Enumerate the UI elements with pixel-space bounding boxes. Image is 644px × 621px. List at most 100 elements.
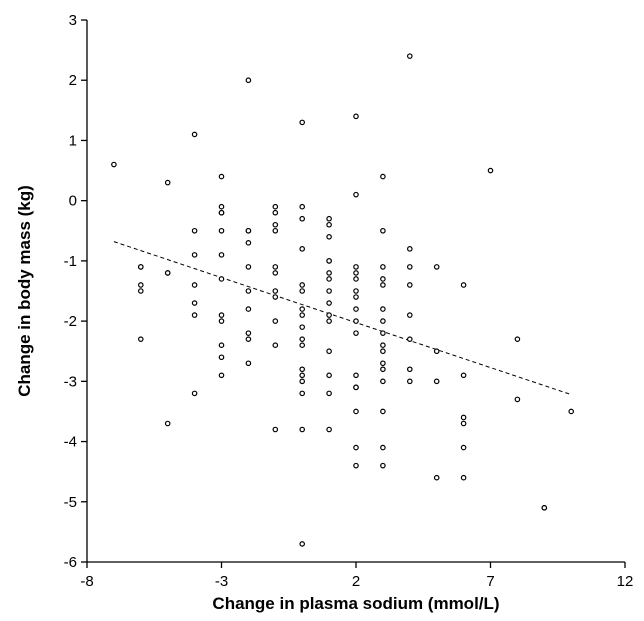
data-point <box>245 330 252 336</box>
data-point <box>272 203 279 210</box>
y-tick-label: -1 <box>64 253 77 270</box>
data-point <box>353 462 359 469</box>
data-point <box>406 312 413 318</box>
data-point <box>353 270 359 276</box>
data-point <box>353 288 359 294</box>
y-tick-label: -3 <box>64 373 77 390</box>
data-point <box>380 318 386 324</box>
y-axis-title: Change in body mass (kg) <box>15 185 34 397</box>
data-point <box>380 408 386 415</box>
data-point <box>272 294 279 300</box>
data-point <box>245 77 252 84</box>
data-point <box>406 264 413 270</box>
data-point <box>272 227 279 234</box>
tick-labels: -8 -3 2 7 12 3 2 1 0 -1 -2 -3 -4 -5 -6 <box>64 12 634 590</box>
data-point <box>406 53 413 59</box>
data-point <box>406 282 413 288</box>
data-point <box>299 372 306 379</box>
data-point <box>433 264 440 270</box>
data-points <box>111 53 575 547</box>
data-point <box>218 354 225 361</box>
data-point <box>191 131 198 138</box>
data-point <box>326 288 332 294</box>
data-point <box>218 203 225 210</box>
y-tick-label: -6 <box>64 554 77 571</box>
data-point <box>111 161 117 168</box>
data-point <box>191 252 198 258</box>
data-point <box>138 336 144 342</box>
data-point <box>299 119 306 126</box>
y-tick-label: -2 <box>64 313 77 330</box>
data-point <box>460 474 467 481</box>
data-point <box>245 227 252 234</box>
data-point <box>326 234 332 240</box>
data-point <box>353 294 359 300</box>
x-axis-title: Change in plasma sodium (mmol/L) <box>212 594 499 613</box>
data-point <box>218 173 225 180</box>
data-point <box>191 282 198 288</box>
data-point <box>380 342 386 349</box>
data-point <box>353 318 359 324</box>
data-point <box>272 221 279 228</box>
data-point <box>406 246 413 252</box>
data-point <box>299 366 306 373</box>
data-point <box>326 221 332 228</box>
data-point <box>245 288 252 294</box>
data-point <box>380 378 386 385</box>
data-point <box>299 426 306 433</box>
data-point <box>272 342 279 349</box>
data-point <box>218 372 225 379</box>
x-tick-label: -8 <box>80 573 93 590</box>
data-point <box>299 336 306 342</box>
data-point <box>353 113 359 120</box>
data-point <box>326 300 332 306</box>
data-point <box>353 444 359 451</box>
data-point <box>380 444 386 451</box>
data-point <box>299 288 306 294</box>
data-point <box>272 209 279 216</box>
data-point <box>514 336 521 342</box>
data-point <box>460 420 467 427</box>
ticks <box>81 19 626 568</box>
data-point <box>353 330 359 336</box>
data-point <box>299 246 306 252</box>
data-point <box>380 276 386 282</box>
data-point <box>138 282 144 288</box>
data-point <box>138 288 144 294</box>
data-point <box>299 215 306 222</box>
data-point <box>218 342 225 349</box>
data-point <box>218 276 225 282</box>
data-point <box>326 390 332 397</box>
data-point <box>380 348 386 355</box>
data-point <box>272 288 279 294</box>
data-point <box>299 390 306 397</box>
trendline <box>113 241 572 396</box>
data-point <box>380 282 386 288</box>
y-tick-label: 0 <box>69 193 77 210</box>
y-tick-label: 2 <box>69 72 77 89</box>
data-point <box>326 312 332 318</box>
trendline-group <box>113 241 572 396</box>
data-point <box>353 306 359 312</box>
data-point <box>191 300 198 306</box>
data-point <box>514 396 521 403</box>
data-point <box>272 264 279 270</box>
data-point <box>353 191 359 198</box>
data-point <box>299 203 306 210</box>
x-tick-label: 7 <box>486 573 494 590</box>
data-point <box>138 264 144 270</box>
data-point <box>164 420 171 427</box>
data-point <box>353 276 359 282</box>
data-point <box>380 360 386 367</box>
data-point <box>245 306 252 312</box>
data-point <box>299 312 306 318</box>
data-point <box>218 318 225 324</box>
data-point <box>326 270 332 276</box>
data-point <box>433 378 440 385</box>
data-point <box>380 330 386 336</box>
x-tick-label: 2 <box>352 573 360 590</box>
data-point <box>299 342 306 349</box>
data-point <box>353 264 359 270</box>
data-point <box>460 444 467 451</box>
